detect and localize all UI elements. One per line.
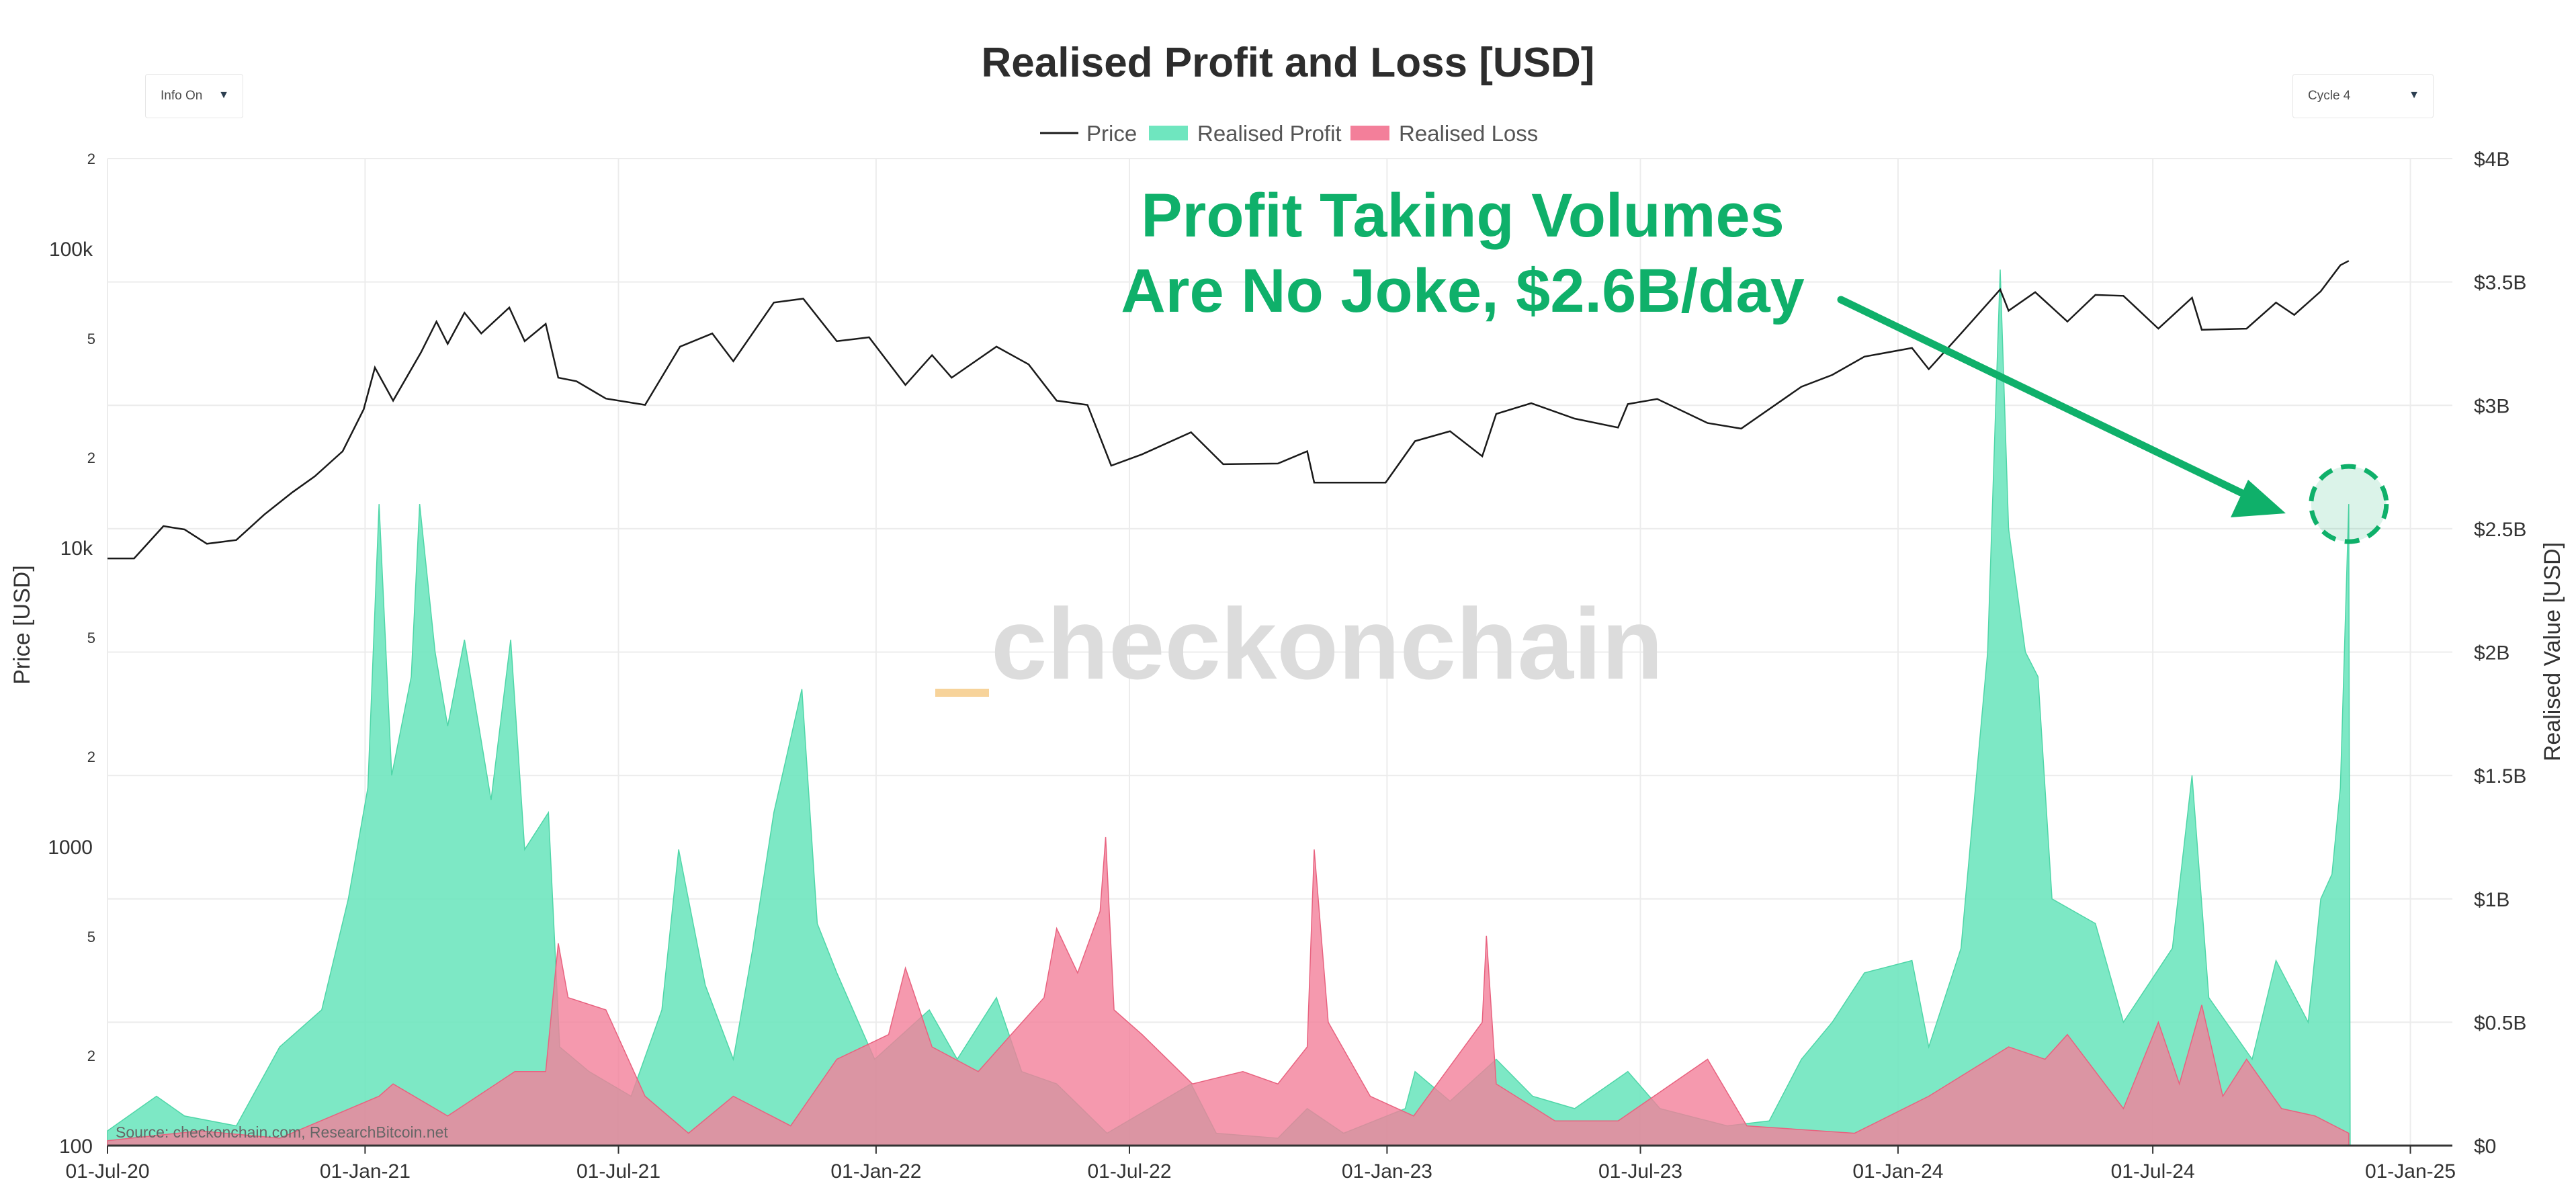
realised-loss-area — [107, 837, 2350, 1146]
realised-profit-area — [107, 269, 2351, 1146]
source-note: Source: checkonchain.com, ResearchBitcoi… — [116, 1123, 448, 1141]
left-minor-tick-label: 2 — [87, 151, 95, 167]
left-major-tick-label: 1000 — [48, 837, 93, 859]
left-minor-tick-label: 2 — [87, 450, 95, 466]
x-tick-label: 01-Jul-22 — [1087, 1160, 1171, 1183]
legend-loss-swatch[interactable] — [1350, 126, 1389, 140]
annotation-arrow-shaft — [1837, 296, 2245, 497]
left-major-tick-label: 10k — [60, 538, 93, 560]
x-tick-label: 01-Jul-24 — [2111, 1160, 2195, 1183]
x-tick-label: 01-Jan-22 — [830, 1160, 921, 1183]
right-tick-label: $0.5B — [2474, 1012, 2526, 1034]
right-tick-label: $1B — [2474, 889, 2509, 911]
info-dropdown-value: Info On — [161, 89, 203, 103]
right-axis-ticks: $0 $0.5B $1B $1.5B $2B $2.5B $3B $3.5B $4B — [2474, 148, 2526, 1158]
chevron-down-icon: ▼ — [218, 89, 229, 101]
right-tick-label: $2.5B — [2474, 519, 2526, 541]
left-minor-tick-label: 5 — [87, 929, 95, 945]
right-tick-label: $1.5B — [2474, 765, 2526, 787]
legend-profit-label[interactable]: Realised Profit — [1197, 121, 1342, 146]
left-axis-ticks: 100 1000 10k 100k 2 5 2 5 2 5 2 — [48, 151, 95, 1158]
price-series — [108, 260, 2350, 560]
cycle-dropdown[interactable]: Cycle 4 ▼ — [2292, 74, 2434, 118]
info-dropdown[interactable]: Info On ▼ — [145, 74, 243, 118]
right-tick-label: $3B — [2474, 395, 2509, 417]
right-tick-label: $3.5B — [2474, 272, 2526, 294]
left-major-tick-label: 100k — [49, 239, 93, 261]
annotation-line-1: Profit Taking Volumes — [1141, 181, 1785, 250]
watermark: checkonchain — [935, 587, 1663, 700]
watermark-underscore — [935, 689, 989, 697]
right-tick-label: $2B — [2474, 642, 2509, 665]
legend-price-label[interactable]: Price — [1086, 121, 1137, 146]
annotation: Profit Taking Volumes Are No Joke, $2.6B… — [1121, 181, 2389, 544]
left-minor-tick-label: 2 — [87, 1048, 95, 1064]
left-minor-tick-label: 2 — [87, 749, 95, 765]
x-tick-label: 01-Jan-23 — [1342, 1160, 1432, 1183]
annotation-line-2: Are No Joke, $2.6B/day — [1121, 257, 1805, 325]
x-tick-label: 01-Jul-23 — [1598, 1160, 1682, 1183]
right-tick-label: $4B — [2474, 148, 2509, 171]
left-major-tick-label: 100 — [59, 1136, 93, 1158]
chart-title: Realised Profit and Loss [USD] — [982, 40, 1595, 86]
highlight-circle — [2309, 464, 2389, 544]
right-axis-label: Realised Value [USD] — [2540, 542, 2565, 761]
legend: Price Realised Profit Realised Loss — [1040, 121, 1538, 146]
x-tick-label: 01-Jul-20 — [65, 1160, 149, 1183]
x-tick-label: 01-Jan-21 — [320, 1160, 411, 1183]
legend-loss-label[interactable]: Realised Loss — [1399, 121, 1538, 146]
cycle-dropdown-value: Cycle 4 — [2308, 89, 2351, 103]
chevron-down-icon: ▼ — [2409, 89, 2419, 101]
watermark-text: checkonchain — [991, 587, 1663, 700]
annotation-arrow-head — [2231, 480, 2286, 517]
x-axis-ticks: 01-Jul-20 01-Jan-21 01-Jul-21 01-Jan-22 01-J… — [65, 1146, 2456, 1183]
area-series — [107, 269, 2351, 1146]
left-axis-label: Price [USD] — [9, 565, 35, 685]
price-line — [108, 260, 2350, 560]
legend-profit-swatch[interactable] — [1149, 126, 1188, 140]
right-tick-label: $0 — [2474, 1136, 2496, 1158]
x-tick-label: 01-Jan-24 — [1852, 1160, 1943, 1183]
left-minor-tick-label: 5 — [87, 630, 95, 646]
x-tick-label: 01-Jan-25 — [2365, 1160, 2456, 1183]
gridlines — [107, 158, 2452, 1146]
x-tick-label: 01-Jul-21 — [576, 1160, 660, 1183]
left-minor-tick-label: 5 — [87, 331, 95, 347]
